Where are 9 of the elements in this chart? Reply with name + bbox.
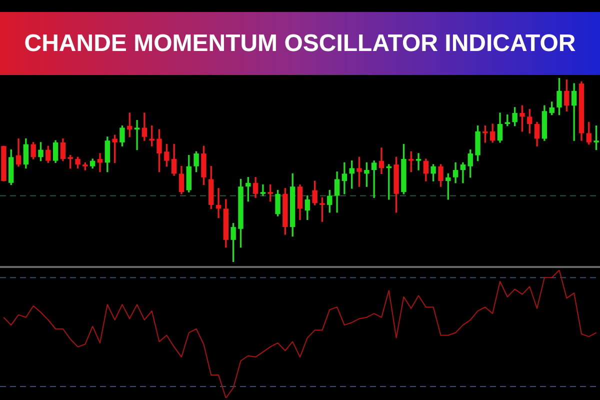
candlestick [571,83,577,141]
candlestick [97,153,103,172]
candlestick [342,162,348,194]
chart-title: CHANDE MOMENTUM OSCILLATOR INDICATOR [0,12,600,75]
candlestick [371,160,377,198]
candlestick [260,184,266,196]
candlestick [216,188,222,218]
candlestick [416,153,422,170]
candlestick [134,120,140,150]
